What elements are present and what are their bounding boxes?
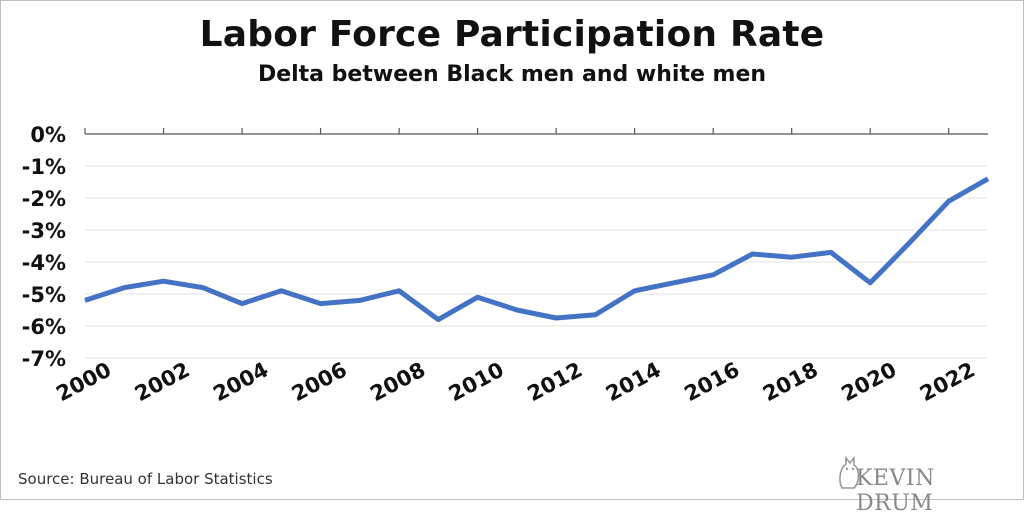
x-tick-label: 2006: [288, 358, 351, 407]
y-tick-label: -5%: [22, 283, 66, 307]
x-tick-label: 2008: [366, 358, 429, 407]
x-tick-label: 2010: [445, 358, 508, 407]
y-tick-label: -7%: [22, 347, 66, 371]
x-tick-label: 2012: [523, 358, 586, 407]
y-tick-label: -1%: [22, 155, 66, 179]
brand-logo: KEVIN DRUM: [834, 454, 1014, 494]
brand-text: KEVIN DRUM: [856, 466, 1014, 516]
y-tick-label: -6%: [22, 315, 66, 339]
series-line: [85, 179, 988, 320]
x-tick-label: 2020: [837, 358, 900, 407]
x-tick-label: 2016: [680, 358, 743, 407]
x-tick-label: 2002: [131, 358, 194, 407]
x-tick-label: 2004: [209, 358, 272, 407]
gridlines: [85, 166, 988, 358]
x-axis: [85, 128, 1024, 134]
y-tick-label: -4%: [22, 251, 66, 275]
x-tick-label: 2022: [916, 358, 979, 407]
y-tick-label: 0%: [30, 123, 66, 147]
y-tick-label: -3%: [22, 219, 66, 243]
x-tick-label: 2018: [759, 358, 822, 407]
x-tick-label: 2014: [602, 358, 665, 407]
series-layer: [85, 179, 988, 320]
source-note: Source: Bureau of Labor Statistics: [18, 470, 273, 488]
y-tick-label: -2%: [22, 187, 66, 211]
y-axis-labels: 0% -1% -2% -3% -4% -5% -6% -7%: [22, 123, 66, 371]
